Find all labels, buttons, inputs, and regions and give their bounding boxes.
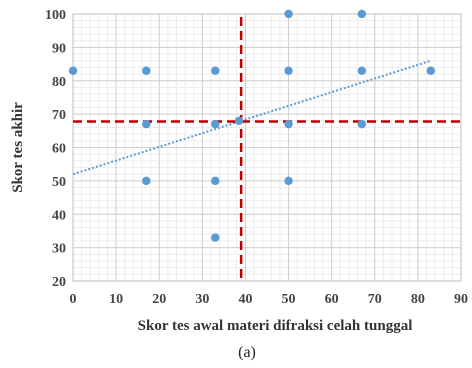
y-tick-label: 90: [52, 41, 66, 56]
x-tick-labels: 0 10 20 30 40 50 60 70 80 90: [70, 292, 469, 307]
x-tick-label: 90: [454, 292, 468, 307]
x-tick-label: 20: [152, 292, 166, 307]
figure-caption: (a): [238, 344, 256, 361]
y-tick-label: 80: [52, 75, 66, 90]
y-tick-label: 20: [52, 275, 66, 290]
data-point: [284, 66, 293, 75]
data-point: [357, 66, 367, 75]
y-tick-label: 70: [52, 108, 66, 123]
data-point: [284, 9, 293, 19]
data-point: [426, 66, 436, 75]
data-point: [142, 119, 151, 129]
data-point: [211, 233, 220, 242]
data-point: [142, 176, 151, 186]
x-tick-label: 80: [411, 292, 425, 307]
plot-frame: [72, 13, 462, 282]
x-tick-label: 60: [325, 292, 339, 307]
data-point: [234, 116, 244, 126]
y-tick-label: 100: [45, 8, 66, 23]
data-point: [142, 66, 151, 75]
data-points: [68, 9, 436, 242]
x-tick-label: 50: [282, 292, 296, 307]
x-tick-label: 10: [109, 292, 123, 307]
x-axis-title: Skor tes awal materi difraksi celah tung…: [138, 318, 413, 334]
y-tick-label: 30: [52, 242, 66, 257]
x-tick-label: 30: [195, 292, 209, 307]
trendline: [72, 59, 432, 176]
x-tick-label: 70: [368, 292, 382, 307]
data-point: [68, 66, 78, 75]
y-tick-label: 40: [52, 208, 66, 223]
data-point: [284, 119, 293, 129]
y-tick-labels: 20 30 40 50 60 70 80 90 100: [45, 8, 66, 290]
data-point: [211, 176, 220, 186]
data-point: [211, 119, 220, 129]
y-tick-label: 50: [52, 175, 66, 190]
y-axis-title: Skor tes akhir: [10, 102, 26, 193]
y-tick-label: 60: [52, 142, 66, 157]
data-point: [211, 66, 220, 75]
data-point: [357, 119, 367, 129]
data-point: [357, 9, 367, 19]
data-point: [284, 176, 293, 186]
x-tick-label: 0: [70, 292, 77, 307]
x-tick-label: 40: [238, 292, 252, 307]
